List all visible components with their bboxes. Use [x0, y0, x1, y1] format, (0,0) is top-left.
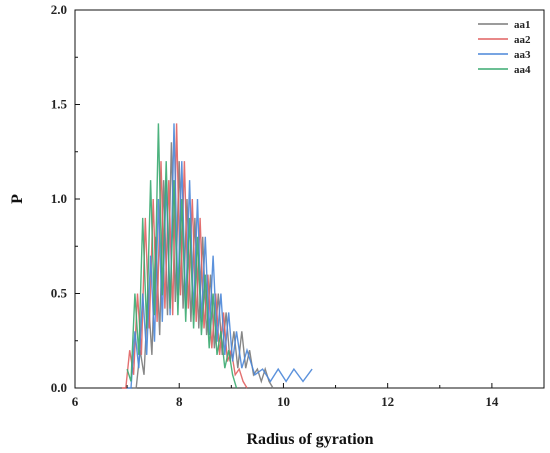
y-tick-label: 1.5 [51, 97, 68, 112]
x-tick-label: 10 [277, 394, 290, 409]
y-tick-label: 0.5 [51, 286, 68, 301]
x-axis-title: Radius of gyration [246, 431, 373, 448]
x-axis: 6 8 10 12 14 [72, 383, 499, 409]
series-line-aa4 [126, 123, 238, 389]
series-layer [121, 123, 313, 389]
legend-label-aa1: aa1 [514, 19, 531, 31]
y-tick-label: 1.0 [51, 191, 67, 206]
x-tick-label: 12 [381, 394, 394, 409]
legend-label-aa2: aa2 [514, 34, 531, 46]
legend-label-aa3: aa3 [514, 49, 531, 61]
x-tick-label: 6 [72, 394, 79, 409]
y-tick-label: 2.0 [51, 2, 67, 17]
y-axis: 0.0 0.5 1.0 1.5 2.0 [51, 2, 80, 395]
legend-label-aa4: aa4 [514, 64, 531, 76]
x-tick-label: 8 [176, 394, 183, 409]
legend: aa1 aa2 aa3 aa4 [478, 19, 531, 76]
y-axis-title: P [9, 194, 26, 204]
x-tick-label: 14 [485, 394, 499, 409]
y-tick-label: 0.0 [51, 380, 67, 395]
